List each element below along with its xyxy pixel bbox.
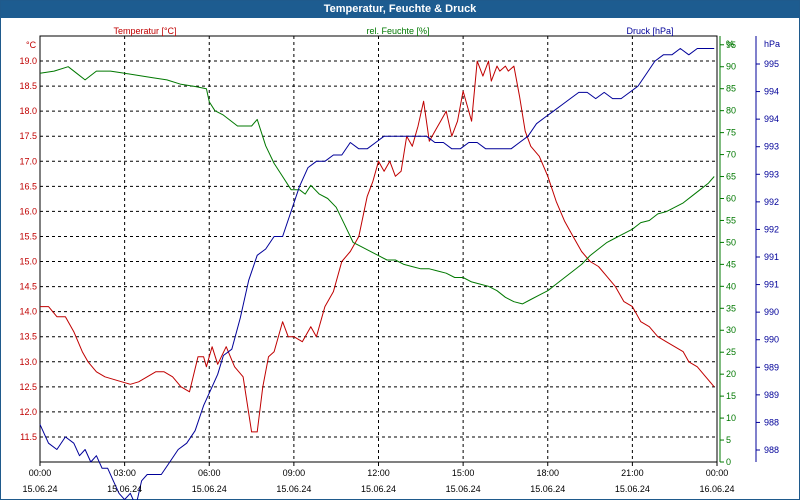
pressure-tick-label: 992 bbox=[764, 224, 779, 234]
humidity-unit-label: % bbox=[726, 39, 734, 49]
humidity-tick-label: 70 bbox=[726, 150, 736, 160]
window-title: Temperatur, Feuchte & Druck bbox=[1, 1, 799, 18]
pressure-tick-label: 989 bbox=[764, 390, 779, 400]
pressure-tick-label: 992 bbox=[764, 197, 779, 207]
pressure-tick-label: 994 bbox=[764, 87, 779, 97]
temperature-tick-label: 18.0 bbox=[19, 106, 37, 116]
temperature-tick-label: 11.5 bbox=[20, 432, 37, 442]
humidity-tick-label: 95 bbox=[726, 40, 736, 50]
grid-lines bbox=[40, 36, 717, 462]
temperature-tick-label: 15.0 bbox=[19, 257, 37, 267]
pressure-tick-label: 988 bbox=[764, 417, 779, 427]
pressure-tick-label: 990 bbox=[764, 307, 779, 317]
axis-headers: Temperatur [°C] rel. Feuchte [%] Druck [hP… bbox=[113, 26, 673, 36]
pressure-axis: 988 988 989 989 990 990 991 991 992 992 993 993 994 9… bbox=[755, 36, 780, 462]
x-tick-date: 15.06.24 bbox=[530, 484, 565, 494]
x-tick-time: 21:00 bbox=[621, 468, 644, 478]
x-tick-time: 00:00 bbox=[29, 468, 52, 478]
temperature-tick-label: 13.5 bbox=[19, 332, 37, 342]
humidity-tick-label: 55 bbox=[726, 215, 736, 225]
humidity-tick-label: 0 bbox=[726, 457, 731, 467]
temperature-tick-label: 18.5 bbox=[19, 81, 37, 91]
temperature-tick-label: 12.5 bbox=[19, 382, 37, 392]
humidity-tick-label: 65 bbox=[726, 172, 736, 182]
temperature-tick-label: 14.5 bbox=[19, 282, 37, 292]
humidity-tick-label: 40 bbox=[726, 281, 736, 291]
time-axis: 00:00 15.06.24 03:00 15.06.24 06:00 15.06.24 0… bbox=[22, 462, 735, 494]
x-tick-date: 15.06.24 bbox=[446, 484, 481, 494]
humidity-axis: 0 5 10 15 20 25 30 35 40 45 50 55 60 65 70 75 80 85 90 95% bbox=[719, 36, 736, 467]
x-tick-date: 15.06.24 bbox=[192, 484, 227, 494]
humidity-tick-label: 20 bbox=[726, 369, 736, 379]
x-tick-time: 18:00 bbox=[536, 468, 559, 478]
temperature-tick-label: 14.0 bbox=[19, 307, 37, 317]
series-layer bbox=[39, 48, 715, 500]
x-tick-time: 15:00 bbox=[452, 468, 475, 478]
humidity-tick-label: 75 bbox=[726, 128, 736, 138]
humidity-tick-label: 85 bbox=[726, 84, 736, 94]
x-tick-date: 16.06.24 bbox=[699, 484, 734, 494]
pressure-line bbox=[39, 48, 715, 500]
x-tick-date: 15.06.24 bbox=[361, 484, 396, 494]
pressure-unit-label: hPa bbox=[764, 39, 780, 49]
x-tick-time: 00:00 bbox=[706, 468, 729, 478]
x-tick-date: 15.06.24 bbox=[22, 484, 57, 494]
humidity-tick-label: 45 bbox=[726, 259, 736, 269]
temperature-tick-label: 13.0 bbox=[19, 357, 37, 367]
temperature-header: Temperatur [°C] bbox=[113, 26, 176, 36]
temperature-unit-label: °C bbox=[26, 40, 37, 50]
temperature-tick-label: 15.5 bbox=[19, 231, 37, 241]
pressure-tick-label: 993 bbox=[764, 169, 779, 179]
temperature-tick-label: 17.0 bbox=[19, 156, 37, 166]
pressure-tick-label: 989 bbox=[764, 362, 779, 372]
temperature-tick-label: 12.0 bbox=[19, 407, 37, 417]
humidity-tick-label: 90 bbox=[726, 62, 736, 72]
humidity-tick-label: 30 bbox=[726, 325, 736, 335]
pressure-header: Druck [hPa] bbox=[626, 26, 673, 36]
x-tick-time: 03:00 bbox=[113, 468, 136, 478]
humidity-header: rel. Feuchte [%] bbox=[366, 26, 429, 36]
pressure-tick-label: 994 bbox=[764, 114, 779, 124]
pressure-tick-label: 988 bbox=[764, 445, 779, 455]
humidity-tick-label: 35 bbox=[726, 303, 736, 313]
x-tick-time: 06:00 bbox=[198, 468, 221, 478]
humidity-tick-label: 50 bbox=[726, 237, 736, 247]
humidity-line bbox=[39, 66, 715, 305]
temperature-tick-label: 16.0 bbox=[19, 206, 37, 216]
humidity-tick-label: 80 bbox=[726, 106, 736, 116]
pressure-tick-label: 995 bbox=[764, 59, 779, 69]
humidity-tick-label: 25 bbox=[726, 347, 736, 357]
temperature-tick-label: 16.5 bbox=[19, 181, 37, 191]
humidity-tick-label: 10 bbox=[726, 413, 736, 423]
pressure-tick-label: 990 bbox=[764, 335, 779, 345]
humidity-tick-label: 60 bbox=[726, 193, 736, 203]
temperature-tick-label: 19.0 bbox=[19, 56, 37, 66]
x-tick-date: 15.06.24 bbox=[615, 484, 650, 494]
humidity-tick-label: 5 bbox=[726, 435, 731, 445]
humidity-tick-label: 15 bbox=[726, 391, 736, 401]
pressure-tick-label: 993 bbox=[764, 142, 779, 152]
temperature-axis: 11.5 12.0 12.5 13.0 13.5 14.0 14.5 15.0 15.5 16.0… bbox=[19, 40, 37, 442]
pressure-tick-label: 991 bbox=[764, 280, 779, 290]
x-tick-time: 09:00 bbox=[283, 468, 306, 478]
x-tick-time: 12:00 bbox=[367, 468, 390, 478]
temperature-line bbox=[40, 60, 715, 433]
temperature-tick-label: 17.5 bbox=[19, 131, 37, 141]
x-tick-date: 15.06.24 bbox=[107, 484, 142, 494]
pressure-tick-label: 991 bbox=[764, 252, 779, 262]
x-tick-date: 15.06.24 bbox=[276, 484, 311, 494]
